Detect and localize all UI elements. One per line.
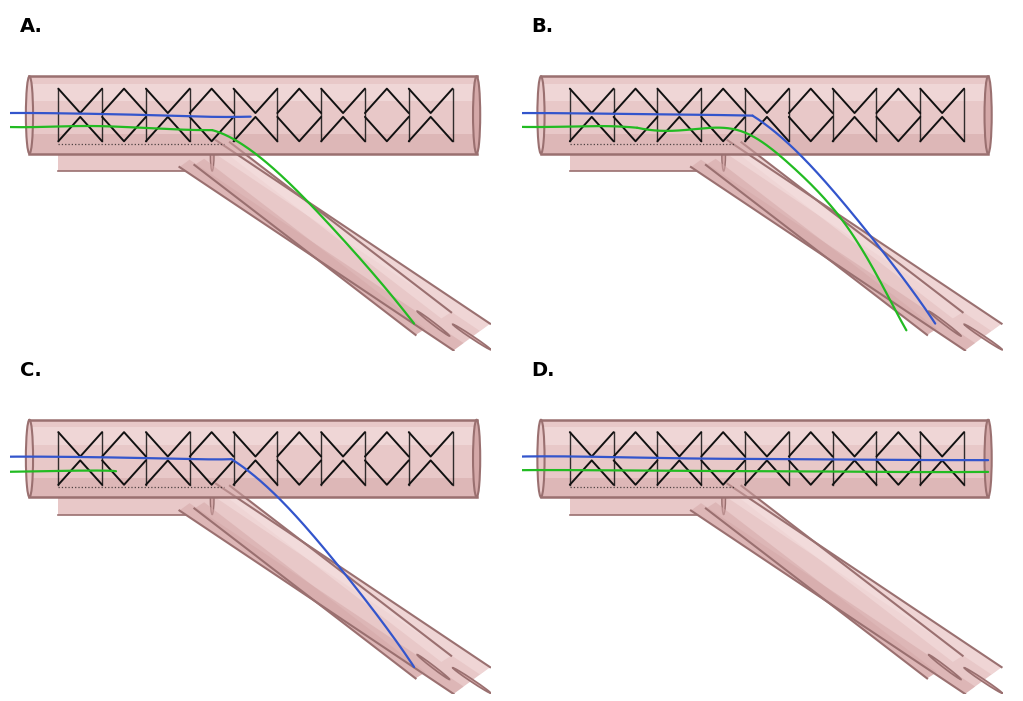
Text: C.: C. xyxy=(19,361,42,380)
FancyBboxPatch shape xyxy=(541,478,988,497)
Polygon shape xyxy=(179,140,490,350)
Polygon shape xyxy=(691,484,1002,694)
Polygon shape xyxy=(731,142,963,318)
Polygon shape xyxy=(691,160,975,350)
FancyBboxPatch shape xyxy=(30,428,477,445)
FancyBboxPatch shape xyxy=(30,135,477,154)
FancyBboxPatch shape xyxy=(570,479,723,515)
Ellipse shape xyxy=(211,479,214,515)
FancyBboxPatch shape xyxy=(541,84,988,102)
Ellipse shape xyxy=(452,668,491,693)
Ellipse shape xyxy=(417,655,449,679)
Polygon shape xyxy=(706,502,937,679)
Polygon shape xyxy=(731,486,963,662)
Polygon shape xyxy=(706,158,937,335)
Ellipse shape xyxy=(26,76,33,154)
FancyBboxPatch shape xyxy=(30,76,477,154)
Text: B.: B. xyxy=(531,18,553,36)
Polygon shape xyxy=(691,503,975,694)
Polygon shape xyxy=(194,486,451,679)
Polygon shape xyxy=(706,486,963,679)
FancyBboxPatch shape xyxy=(541,428,988,445)
Text: A.: A. xyxy=(19,18,43,36)
FancyBboxPatch shape xyxy=(541,420,988,497)
Polygon shape xyxy=(706,142,963,335)
Ellipse shape xyxy=(211,136,214,171)
Ellipse shape xyxy=(537,420,544,497)
Ellipse shape xyxy=(473,76,480,154)
Polygon shape xyxy=(206,484,490,674)
Ellipse shape xyxy=(964,325,1003,350)
Polygon shape xyxy=(717,140,1002,331)
Polygon shape xyxy=(194,158,426,335)
Polygon shape xyxy=(179,503,463,694)
FancyBboxPatch shape xyxy=(570,136,723,171)
Polygon shape xyxy=(220,142,451,318)
Polygon shape xyxy=(194,502,426,679)
FancyBboxPatch shape xyxy=(58,479,212,515)
Ellipse shape xyxy=(473,420,480,497)
Ellipse shape xyxy=(984,420,991,497)
Polygon shape xyxy=(194,142,451,335)
Polygon shape xyxy=(179,484,490,694)
Ellipse shape xyxy=(984,76,991,154)
FancyBboxPatch shape xyxy=(30,420,477,497)
Polygon shape xyxy=(220,486,451,662)
FancyBboxPatch shape xyxy=(30,84,477,102)
Ellipse shape xyxy=(26,420,33,497)
Ellipse shape xyxy=(417,311,449,336)
FancyBboxPatch shape xyxy=(30,478,477,497)
FancyBboxPatch shape xyxy=(58,136,212,171)
Ellipse shape xyxy=(722,136,725,171)
Ellipse shape xyxy=(929,311,961,336)
Ellipse shape xyxy=(929,655,961,679)
FancyBboxPatch shape xyxy=(541,135,988,154)
Polygon shape xyxy=(717,484,1002,674)
Ellipse shape xyxy=(964,668,1003,693)
Polygon shape xyxy=(691,140,1002,350)
Polygon shape xyxy=(179,160,463,350)
Ellipse shape xyxy=(537,76,544,154)
Text: D.: D. xyxy=(531,361,554,380)
Ellipse shape xyxy=(452,325,491,350)
Ellipse shape xyxy=(722,479,725,515)
Polygon shape xyxy=(206,140,490,331)
FancyBboxPatch shape xyxy=(541,76,988,154)
